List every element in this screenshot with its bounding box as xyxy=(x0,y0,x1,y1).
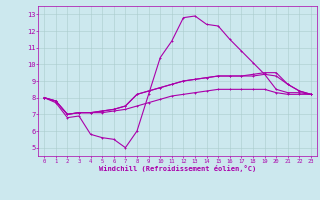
X-axis label: Windchill (Refroidissement éolien,°C): Windchill (Refroidissement éolien,°C) xyxy=(99,165,256,172)
